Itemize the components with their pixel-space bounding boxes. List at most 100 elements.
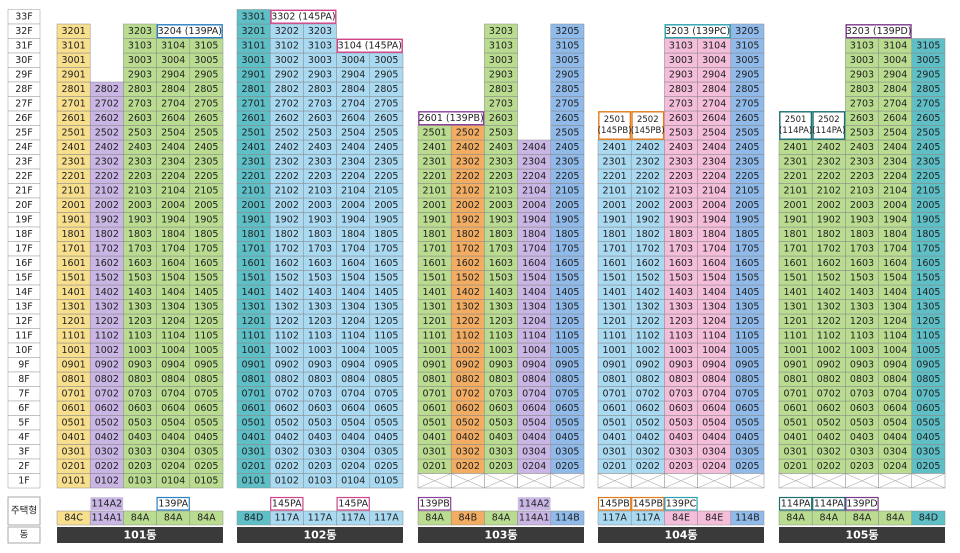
unit-label: 0502 (456, 417, 480, 428)
unit-label: 2302 (456, 156, 480, 167)
unit-label: 0405 (555, 432, 579, 443)
unit-label: 2105 (374, 185, 398, 196)
unit-label: 2003 (669, 200, 693, 211)
unit-label: 2505 (194, 127, 218, 138)
unit-label: 1404 (161, 287, 185, 298)
building-bar (598, 527, 764, 543)
unit-label: 2105 (735, 185, 759, 196)
unit-label: 1401 (62, 287, 86, 298)
building-name: 105동 (845, 529, 878, 542)
type-label: 117A (274, 513, 299, 524)
unit-label: 0401 (242, 432, 266, 443)
unit-label: 0203 (850, 461, 874, 472)
unit-label: 0602 (817, 403, 841, 414)
unit-label: 2004 (883, 200, 907, 211)
unit-label: 1604 (883, 258, 907, 269)
floor-label: 25F (15, 127, 33, 138)
unit-label: 3104 (161, 40, 185, 51)
unit-label: 1503 (308, 272, 332, 283)
unit-label: 3005 (735, 55, 759, 66)
unit-label: 0303 (489, 446, 513, 457)
unit-label: 2302 (636, 156, 660, 167)
unit-label: 3004 (702, 55, 726, 66)
unit-label: 2501 (62, 127, 86, 138)
unit-label: 1005 (194, 345, 218, 356)
unit-label: 1303 (489, 301, 513, 312)
unit-label: 1502 (636, 272, 660, 283)
type-label: 84A (197, 513, 216, 524)
type-label: 114B (555, 513, 580, 524)
unit-label: 0705 (916, 388, 940, 399)
unit-label: 0102 (95, 475, 119, 486)
unit-label: 2302 (275, 156, 299, 167)
unit-label: 3104 (702, 40, 726, 51)
unit-label: 2405 (555, 142, 579, 153)
unit-label: 1404 (883, 287, 907, 298)
unit-label: 2502 (456, 127, 480, 138)
unit-label: 2002 (456, 200, 480, 211)
unit-label: 3002 (275, 55, 299, 66)
unit-label: 2503 (489, 127, 513, 138)
unit-label: 2503 (669, 127, 693, 138)
unit-label: 3203 (128, 26, 152, 37)
unit-label: 2705 (374, 98, 398, 109)
unit-label: 1501 (423, 272, 447, 283)
unit-label: 2102 (275, 185, 299, 196)
unit-label: 0503 (128, 417, 152, 428)
unit-label: 1605 (194, 258, 218, 269)
unit-label: 2403 (489, 142, 513, 153)
unit-label: 1003 (850, 345, 874, 356)
unit-label: 1705 (916, 243, 940, 254)
unit-label: 1702 (275, 243, 299, 254)
pilotis-cross (597, 473, 632, 489)
unit-label: 2603 (850, 113, 874, 124)
unit-label: 3003 (489, 55, 513, 66)
type-top-cell (597, 496, 632, 511)
unit-label: 1804 (161, 229, 185, 240)
unit-label: 1604 (161, 258, 185, 269)
pilotis-cross (664, 473, 698, 489)
unit-label: 3001 (242, 55, 266, 66)
special-unit-label: 3302 (145PA) (271, 11, 335, 22)
floor-cell (7, 473, 41, 489)
unit-label: 0401 (423, 432, 447, 443)
unit-label: 2805 (735, 84, 759, 95)
unit-label: 2504 (161, 127, 185, 138)
unit-label: 0602 (456, 403, 480, 414)
unit-label: 2804 (883, 84, 907, 95)
special-unit-cell (812, 111, 846, 140)
unit-label: 0704 (161, 388, 185, 399)
unit-label: 1402 (636, 287, 660, 298)
unit-label: 2102 (95, 185, 119, 196)
type-label: 117A (341, 513, 366, 524)
unit-label: 2602 (95, 113, 119, 124)
unit-label: 2102 (636, 185, 660, 196)
special-unit-cell (156, 24, 223, 39)
unit-label: 0702 (95, 388, 119, 399)
unit-label: 1503 (850, 272, 874, 283)
unit-label: 0403 (669, 432, 693, 443)
unit-label: 0801 (603, 374, 627, 385)
unit-cell (189, 38, 224, 54)
unit-label: 2904 (702, 69, 726, 80)
unit-label: 0401 (784, 432, 808, 443)
unit-label: 1304 (341, 301, 365, 312)
unit-label: 1803 (308, 229, 332, 240)
type-top-cell (417, 496, 452, 511)
unit-label: 2705 (916, 98, 940, 109)
unit-label: 1104 (883, 330, 907, 341)
unit-label: 0201 (784, 461, 808, 472)
type-top-label: 139PC (666, 499, 697, 510)
unit-label: 0402 (275, 432, 299, 443)
unit-label: 1402 (95, 287, 119, 298)
unit-label: 0202 (456, 461, 480, 472)
unit-label: 2405 (735, 142, 759, 153)
unit-cell (303, 23, 337, 39)
unit-label: 0404 (702, 432, 726, 443)
unit-cell (123, 23, 157, 39)
special-unit-cell (631, 111, 665, 140)
unit-label: 1202 (275, 316, 299, 327)
unit-label: 0205 (374, 461, 398, 472)
unit-label: 1005 (916, 345, 940, 356)
unit-label: 1103 (850, 330, 874, 341)
